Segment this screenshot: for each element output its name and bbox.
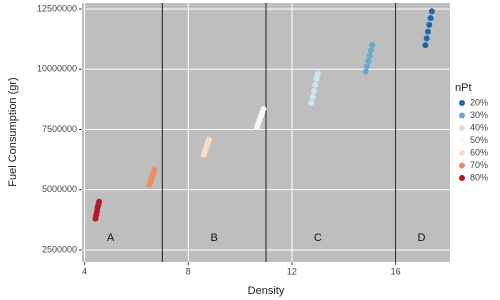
point xyxy=(428,8,435,15)
y-tick-label: 10000000 xyxy=(37,64,77,74)
point xyxy=(362,68,369,75)
legend-label: 80% xyxy=(470,172,488,182)
y-tick-label: 7500000 xyxy=(42,124,77,134)
legend-marker xyxy=(459,162,465,169)
legend-label: 50% xyxy=(470,135,488,145)
point xyxy=(310,87,317,94)
y-tick-label: 5000000 xyxy=(42,184,77,194)
legend-marker xyxy=(459,100,465,106)
point xyxy=(308,99,315,106)
point xyxy=(367,47,374,54)
point xyxy=(424,28,431,35)
point xyxy=(313,75,320,82)
point xyxy=(205,136,212,143)
legend-label: 40% xyxy=(470,122,488,132)
point xyxy=(426,21,433,28)
y-tick-label: 2500000 xyxy=(42,244,77,254)
group-label: D xyxy=(418,232,426,244)
legend-marker xyxy=(459,112,465,119)
legend-marker xyxy=(459,150,465,156)
group-label: A xyxy=(107,232,115,244)
point xyxy=(309,93,316,100)
point xyxy=(364,63,371,70)
point xyxy=(422,42,429,49)
y-tick-label: 12500000 xyxy=(37,3,77,13)
point xyxy=(96,198,103,205)
x-axis-title: Density xyxy=(248,285,285,297)
point xyxy=(151,166,158,173)
group-label: C xyxy=(314,232,322,244)
x-tick-label: 16 xyxy=(391,266,401,276)
x-tick-label: 4 xyxy=(82,266,87,276)
legend-marker xyxy=(459,125,465,131)
legend-label: 60% xyxy=(470,147,488,157)
point xyxy=(314,71,321,78)
y-axis-title: Fuel Consumption (gr) xyxy=(7,77,19,186)
legend-label: 20% xyxy=(470,97,488,107)
legend-marker xyxy=(459,137,465,144)
point xyxy=(427,15,434,22)
legend-marker xyxy=(459,175,465,181)
x-tick-label: 8 xyxy=(186,266,191,276)
point xyxy=(423,35,430,42)
legend-label: 30% xyxy=(470,110,488,120)
legend-label: 70% xyxy=(470,160,488,170)
point xyxy=(312,81,319,88)
point xyxy=(366,52,373,59)
point xyxy=(369,42,376,49)
group-label: B xyxy=(210,232,217,244)
point xyxy=(260,106,267,113)
point xyxy=(365,58,372,65)
legend-title: nPt xyxy=(455,82,472,94)
x-tick-label: 12 xyxy=(287,266,297,276)
